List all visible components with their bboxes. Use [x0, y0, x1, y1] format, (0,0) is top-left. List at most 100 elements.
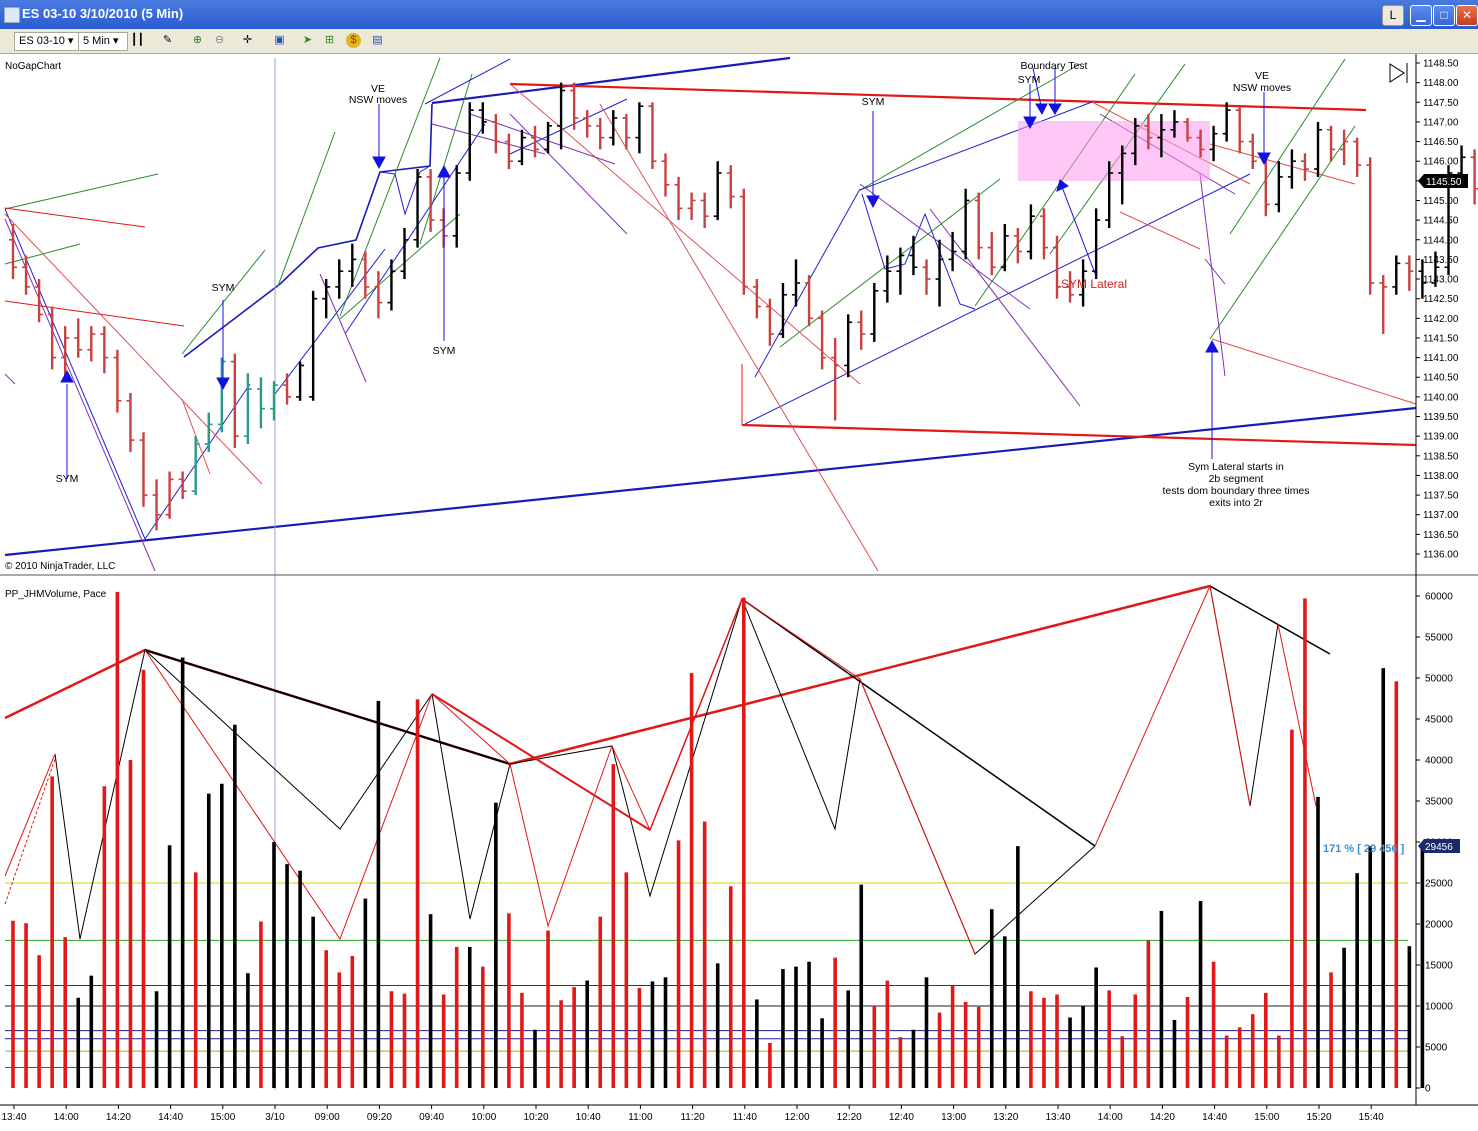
- price-bar: [309, 290, 318, 401]
- volume-bar: [663, 977, 668, 1088]
- minimize-icon[interactable]: ▁: [1410, 5, 1432, 26]
- price-bar: [987, 231, 996, 276]
- price-bar: [139, 432, 148, 507]
- price-axis: 1148.50 1148.00 1147.50 1147.00 1146.50 1146.…: [1416, 59, 1459, 561]
- volume-bar: [950, 985, 955, 1088]
- data-box-icon[interactable]: ▤: [372, 34, 383, 46]
- volume-bar: [311, 916, 315, 1088]
- price-bar: [243, 373, 252, 445]
- price-bar: [204, 412, 213, 452]
- price-bar: [635, 102, 644, 154]
- volume-bar: [454, 946, 459, 1088]
- bars-icon[interactable]: ┃┃: [130, 34, 145, 46]
- price-bar: [1105, 161, 1114, 228]
- zoom-out-icon[interactable]: ⊖: [214, 34, 225, 46]
- price-bar: [74, 318, 83, 358]
- volume-bar: [807, 961, 811, 1088]
- volume-bar: [1198, 901, 1203, 1088]
- volume-bar: [206, 793, 211, 1088]
- volume-bar: [1329, 972, 1333, 1088]
- price-tick-label: 1140.00: [1423, 392, 1459, 403]
- price-bar: [1157, 114, 1166, 158]
- price-bar: [1379, 275, 1388, 335]
- price-bar: [596, 117, 605, 150]
- volume-bar: [872, 1006, 877, 1088]
- price-bar: [1183, 117, 1192, 142]
- time-tick-label: 09:20: [367, 1112, 392, 1123]
- volume-tick-label: 15000: [1425, 961, 1453, 972]
- interval-selector[interactable]: 5 Min ▾: [78, 32, 128, 51]
- price-bar: [583, 110, 592, 138]
- annotation-note-line1: Sym Lateral starts in: [1188, 461, 1284, 473]
- volume-tick-label: 40000: [1425, 756, 1453, 767]
- annotation-ve-1-line1: VE: [371, 83, 385, 95]
- volume-bar: [467, 946, 472, 1088]
- volume-bar: [1107, 990, 1111, 1088]
- close-icon[interactable]: ✕: [1456, 5, 1478, 26]
- properties-icon[interactable]: ▣: [274, 34, 285, 46]
- time-tick-label: 11:00: [628, 1112, 653, 1123]
- price-bar: [100, 326, 109, 374]
- volume-bar: [481, 966, 485, 1088]
- volume-bar: [141, 669, 146, 1088]
- price-bar: [1079, 259, 1088, 307]
- zoom-in-icon[interactable]: ⊕: [192, 34, 203, 46]
- instrument-selector[interactable]: ES 03-10 ▾: [14, 32, 82, 51]
- volume-bars: [11, 591, 1425, 1088]
- volume-bar: [337, 972, 342, 1088]
- chart-trader-icon[interactable]: ⊞: [324, 34, 335, 46]
- time-tick-label: 14:20: [106, 1112, 131, 1123]
- pace-label: 171 % [ 29 456 ]: [1323, 843, 1405, 855]
- maximize-icon[interactable]: □: [1433, 5, 1455, 26]
- volume-bar: [1133, 994, 1138, 1088]
- crosshair-icon[interactable]: ✛: [242, 34, 253, 46]
- volume-bar: [963, 1001, 968, 1088]
- skip-end-icon[interactable]: [1389, 63, 1408, 83]
- price-bar: [335, 259, 344, 299]
- volume-panel-label: PP_JHMVolume, Pace: [5, 589, 107, 600]
- volume-tick-label: 25000: [1425, 879, 1453, 890]
- link-button[interactable]: L: [1382, 5, 1404, 26]
- price-bar: [48, 306, 57, 370]
- pencil-icon[interactable]: ✎: [162, 34, 173, 46]
- price-tick-label: 1139.00: [1423, 432, 1459, 443]
- price-tick-label: 1146.00: [1423, 157, 1459, 168]
- interval-label: 5 Min: [83, 35, 110, 47]
- price-bar: [778, 282, 787, 338]
- price-tick-label: 1136.00: [1423, 550, 1459, 561]
- strategy-icon[interactable]: ➤: [302, 34, 313, 46]
- chart-toolbar: ES 03-10 ▾ 5 Min ▾ ┃┃ ✎ ⊕ ⊖ ✛ ▣ ➤ ⊞ $ ▤: [0, 29, 1478, 54]
- annotation-ve-2-line1: VE: [1255, 70, 1269, 82]
- price-bar: [178, 471, 187, 500]
- volume-bar: [193, 872, 198, 1088]
- volume-bar: [650, 981, 655, 1088]
- volume-bar: [389, 991, 394, 1088]
- price-bar: [1431, 251, 1440, 287]
- price-bar: [726, 165, 735, 209]
- volume-bar: [689, 673, 694, 1088]
- volume-bar: [507, 913, 511, 1088]
- time-tick-label: 14:20: [1150, 1112, 1175, 1123]
- volume-bar: [220, 783, 224, 1088]
- volume-bar: [1094, 967, 1098, 1088]
- price-bar: [504, 133, 513, 170]
- annotation-ve-1-line2: NSW moves: [349, 94, 407, 106]
- price-bar: [661, 153, 670, 197]
- volume-bar: [1016, 846, 1020, 1088]
- volume-bar: [794, 966, 798, 1088]
- volume-bar: [781, 969, 785, 1088]
- chart-canvas[interactable]: 1148.50 1148.00 1147.50 1147.00 1146.50 1146.…: [0, 54, 1478, 1131]
- price-bar: [831, 337, 840, 421]
- dollar-icon[interactable]: $: [346, 33, 361, 48]
- volume-bar: [24, 923, 28, 1088]
- time-tick-label: 15:40: [1359, 1112, 1384, 1123]
- volume-bar: [50, 776, 54, 1088]
- price-bar: [948, 231, 957, 272]
- price-bar: [517, 129, 526, 166]
- volume-tick-label: 10000: [1425, 1002, 1453, 1013]
- volume-bar: [742, 597, 746, 1088]
- volume-bar: [976, 1006, 981, 1088]
- price-bar: [1235, 106, 1244, 154]
- annotation-note-line4: exits into 2r: [1209, 497, 1263, 509]
- volume-bar: [285, 864, 289, 1088]
